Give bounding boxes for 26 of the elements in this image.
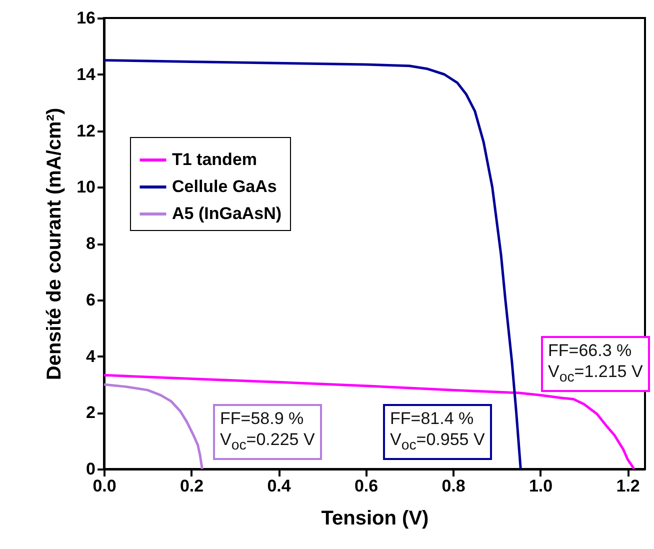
x-tick-label: 0.2 — [180, 476, 204, 496]
legend-label: T1 tandem — [172, 150, 258, 169]
x-tick-label: 0.0 — [92, 476, 116, 496]
y-tick-label: 2 — [86, 403, 96, 422]
y-tick-label: 14 — [76, 64, 96, 84]
y-tick-label: 12 — [76, 121, 96, 140]
y-tick-label: 0 — [86, 460, 96, 478]
y-axis-title: Densité de courant (mA/cm²) — [44, 108, 66, 380]
note-box: FF=58.9 % V$_{oc}$=0.225 V — [213, 404, 322, 460]
note-box: FF=66.3 % V$_{oc}$=1.215 V — [541, 336, 650, 392]
x-tick-label: 1.0 — [528, 476, 553, 496]
note-box: FF=81.4 % V$_{oc}$=0.955 V — [383, 404, 492, 460]
y-tick-label: 8 — [86, 234, 96, 253]
legend-label: A5 (InGaAsN) — [172, 204, 282, 223]
x-tick-label: 0.6 — [354, 476, 378, 496]
line-series — [104, 383, 204, 469]
x-axis-title: Tension (V) — [321, 508, 429, 530]
y-tick-label: 4 — [86, 346, 96, 366]
y-tick-label: 10 — [76, 178, 96, 197]
line-series — [104, 59, 522, 469]
legend-label: Cellule GaAs — [172, 177, 277, 196]
y-tick-label: 6 — [86, 290, 96, 310]
y-tick-label: 16 — [76, 8, 96, 28]
x-tick-label: 0.4 — [267, 476, 292, 496]
x-tick-label: 0.8 — [442, 476, 466, 496]
x-tick-label: 1.2 — [616, 476, 640, 496]
